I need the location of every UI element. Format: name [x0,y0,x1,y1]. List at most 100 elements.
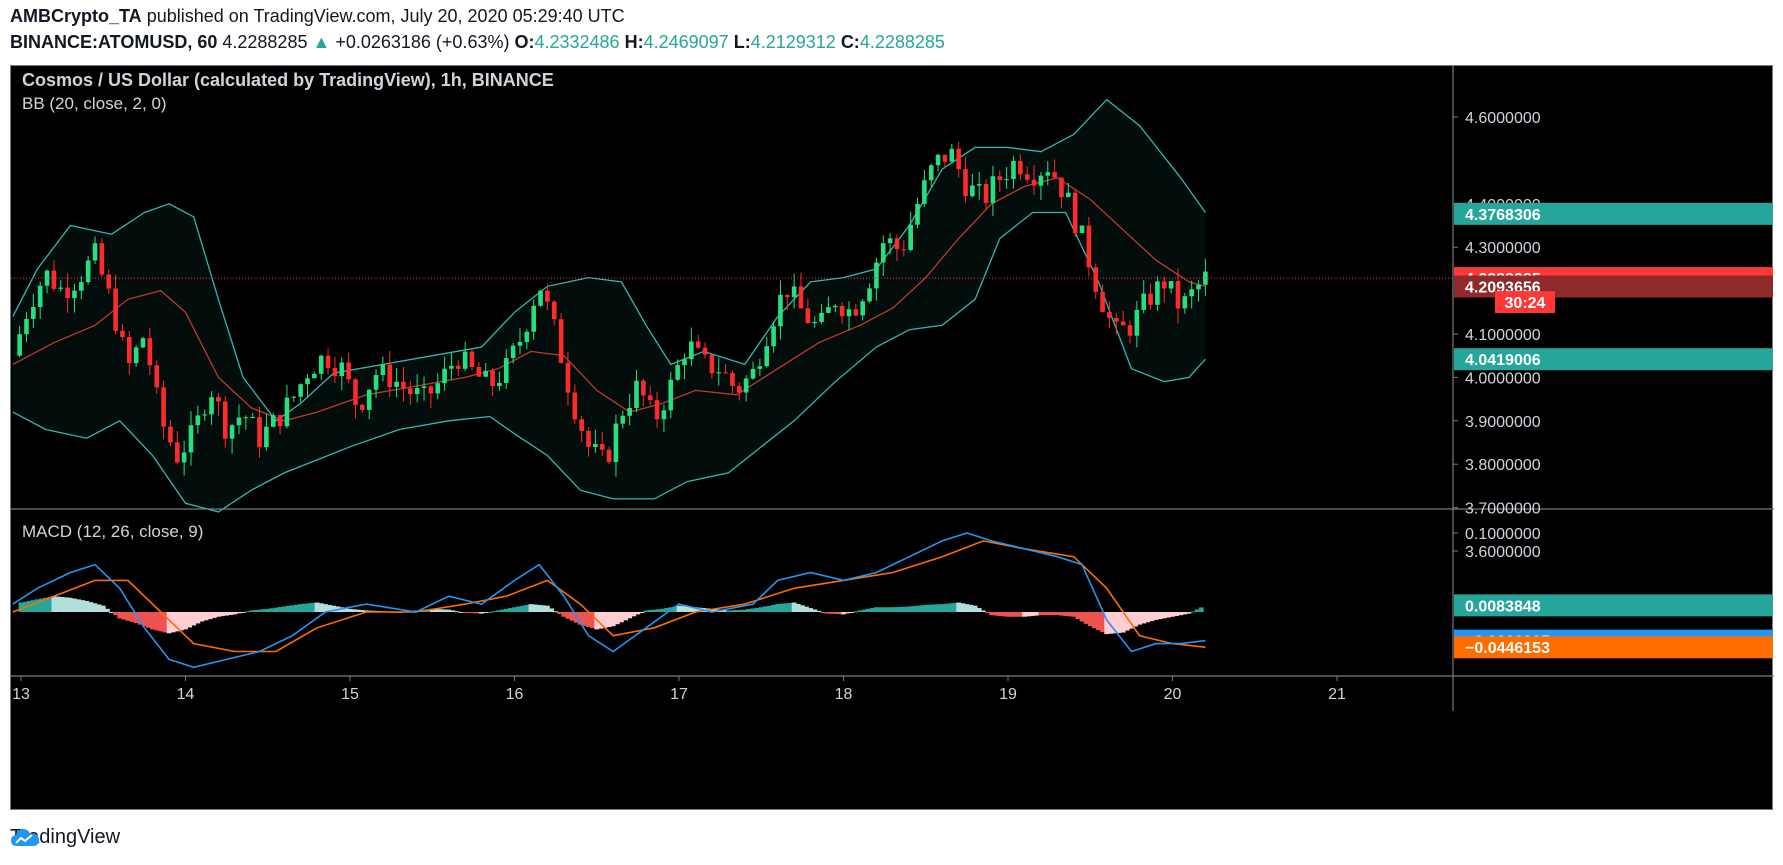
macd-tick-label: 0.1000000 [1465,526,1541,543]
candle-body [1052,172,1057,178]
candle-body [661,410,667,420]
histogram-bar [1079,612,1085,622]
candle-body [723,372,728,374]
chart-area[interactable]: Cosmos / US Dollar (calculated by Tradin… [10,65,1774,811]
candle-body [174,442,180,463]
candle-body [976,184,982,186]
histogram-bar [557,612,563,614]
histogram-bar [1108,612,1114,634]
histogram-bar [540,605,546,612]
price-pane[interactable]: Cosmos / US Dollar (calculated by Tradin… [11,70,1453,513]
candle-body [147,338,153,366]
histogram-bar [269,608,275,612]
candle-body [695,341,701,348]
candle-body [270,415,276,427]
histogram-bar [1198,607,1204,612]
histogram-bar [1063,612,1068,616]
candle-body [997,176,1003,180]
candle-body [1155,281,1160,305]
macd-indicator-label[interactable]: MACD (12, 26, close, 9) [22,522,203,541]
candle-body [935,154,941,166]
time-axis[interactable]: 13 14 15 16 17 18 19 20 21 [12,676,1346,703]
histogram-bar [355,609,361,612]
macd-pane[interactable]: MACD (12, 26, close, 9) [12,522,1206,669]
histogram-bar [310,602,316,612]
price-tick-label: 4.3000000 [1465,240,1541,257]
histogram-bar [203,612,209,621]
histogram-bar [721,610,727,612]
candle-body [798,286,804,309]
candle-body [970,185,975,197]
histogram-bar [137,612,143,625]
histogram-bar [43,597,49,612]
histogram-bar [55,596,61,612]
histogram-bar [306,603,312,612]
histogram-bar [129,612,135,622]
histogram-bar [285,605,291,612]
histogram-bar [113,612,118,616]
candle-body [812,321,818,324]
histogram-bar [898,606,904,612]
candle-body [510,345,516,359]
time-tick-label: 19 [999,686,1017,703]
price-tick-label: 3.6000000 [1465,544,1541,561]
price-axis[interactable]: 4.60000004.40000004.30000004.20000004.10… [1453,110,1541,561]
histogram-bar [281,606,287,612]
symbol-label[interactable]: BINANCE:ATOMUSD, 60 [10,32,218,52]
candle-body [1107,312,1112,318]
candle-body [1018,160,1023,175]
candle-body [922,180,927,204]
histogram-bar [503,608,509,612]
candle-body [901,249,907,251]
candle-body [222,401,228,439]
candle-body [1113,317,1119,322]
candle-body [860,301,865,316]
histogram-bar [997,612,1003,616]
bb-indicator-label[interactable]: BB (20, close, 2, 0) [22,94,167,113]
candle-body [599,443,605,450]
histogram-bar [470,612,476,614]
histogram-bar [343,608,349,612]
histogram-bar [1017,612,1023,617]
histogram-bar [351,609,357,612]
histogram-bar [927,604,933,612]
candle-body [264,426,269,448]
histogram-bar [59,596,65,612]
candle-body [1031,179,1037,186]
candlesticks [17,142,1208,477]
candle-body [750,368,756,379]
histogram-bar [1034,612,1040,616]
price-tick-label: 4.0000000 [1465,370,1541,387]
histogram-bar [47,596,53,612]
histogram-bar [253,610,258,612]
histogram-bar [507,608,513,612]
candle-body [92,243,98,261]
histogram-bar [1141,612,1147,624]
histogram-bar [39,598,44,612]
price-tick-label: 3.8000000 [1465,457,1541,474]
bb-band-fill [12,99,1206,512]
histogram-bar [277,607,283,612]
histogram-bar [347,608,353,612]
macd-axis[interactable]: 0.1000000 [1453,526,1541,543]
candle-body [1189,289,1194,297]
candle-body [181,452,187,463]
author-name[interactable]: AMBCrypto_TA [10,6,142,26]
histogram-bar [1182,612,1188,615]
candle-body [58,287,64,289]
candle-body [353,379,358,405]
candle-body [387,364,393,387]
histogram-bar [804,606,809,612]
histogram-bar [734,610,739,612]
histogram-bar [1046,612,1052,616]
histogram-bar [680,606,686,612]
histogram-bar [915,605,920,612]
tradingview-logo[interactable]: TradingView [10,826,120,849]
histogram-bar [1153,612,1159,620]
candle-body [154,365,160,388]
candle-body [880,243,886,263]
chart-canvas[interactable]: Cosmos / US Dollar (calculated by Tradin… [11,66,1774,811]
histogram-bar [565,612,571,619]
histogram-bar [602,612,608,628]
candle-body [1059,177,1064,198]
